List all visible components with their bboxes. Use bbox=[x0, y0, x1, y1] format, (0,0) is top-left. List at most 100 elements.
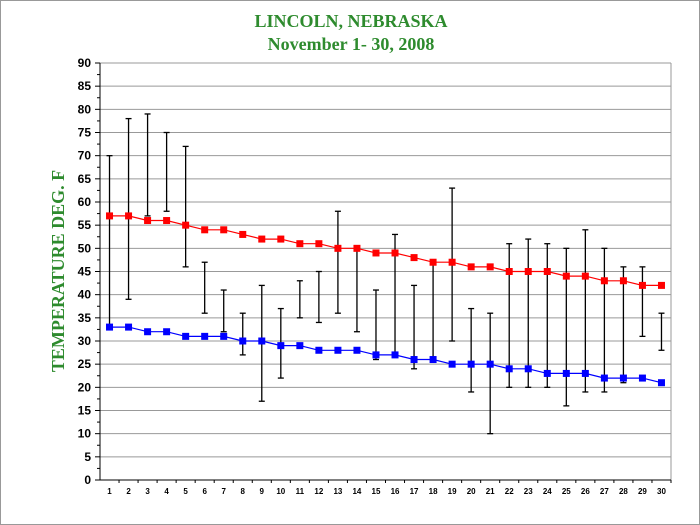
series-0-point-day-26 bbox=[581, 272, 589, 280]
series-1-point-day-1 bbox=[106, 323, 114, 331]
x-tick-label-2: 2 bbox=[126, 487, 131, 496]
y-tick-label-35: 35 bbox=[78, 311, 92, 325]
series-0-point-day-27 bbox=[600, 277, 608, 285]
x-tick-label-29: 29 bbox=[638, 487, 647, 496]
series-1-point-day-8 bbox=[239, 337, 247, 345]
x-tick-label-18: 18 bbox=[429, 487, 438, 496]
series-1-point-day-13 bbox=[334, 346, 342, 354]
x-tick-label-19: 19 bbox=[448, 487, 457, 496]
series-0-point-day-28 bbox=[619, 277, 627, 285]
series-0-point-day-2 bbox=[125, 212, 133, 220]
series-0-point-day-12 bbox=[315, 240, 323, 248]
x-tick-label-5: 5 bbox=[183, 487, 188, 496]
series-0-point-day-29 bbox=[638, 281, 646, 289]
y-tick-label-45: 45 bbox=[78, 265, 92, 279]
x-tick-label-30: 30 bbox=[657, 487, 666, 496]
series-1-point-day-6 bbox=[201, 332, 209, 340]
x-tick-label-25: 25 bbox=[562, 487, 571, 496]
series-1-point-day-15 bbox=[372, 351, 380, 359]
series-0-point-day-30 bbox=[657, 281, 665, 289]
series-1-point-day-29 bbox=[638, 374, 646, 382]
x-tick-label-15: 15 bbox=[372, 487, 381, 496]
series-lines bbox=[109, 215, 662, 384]
y-tick-label-15: 15 bbox=[78, 404, 92, 418]
series-0-point-day-18 bbox=[429, 258, 437, 266]
x-tick-label-9: 9 bbox=[260, 487, 265, 496]
x-tick-label-26: 26 bbox=[581, 487, 590, 496]
series-1-point-day-25 bbox=[562, 369, 570, 377]
series-1-point-day-7 bbox=[220, 332, 228, 340]
series-0-point-day-19 bbox=[448, 258, 456, 266]
series-0-point-day-17 bbox=[410, 254, 418, 262]
series-line-1 bbox=[109, 326, 662, 384]
series-0-point-day-15 bbox=[372, 249, 380, 257]
series-0-point-day-22 bbox=[505, 268, 513, 275]
daily-range-bars bbox=[106, 113, 665, 435]
series-0-point-day-5 bbox=[182, 221, 190, 229]
series-1-point-day-11 bbox=[296, 342, 304, 350]
y-tick-label-90: 90 bbox=[78, 56, 92, 70]
x-tick-label-22: 22 bbox=[505, 487, 514, 496]
series-1-point-day-3 bbox=[144, 328, 152, 336]
series-line-0 bbox=[109, 215, 662, 286]
series-0-point-day-14 bbox=[353, 244, 361, 252]
series-0-point-day-4 bbox=[163, 217, 171, 225]
y-tick-label-65: 65 bbox=[78, 172, 92, 186]
series-1-point-day-26 bbox=[581, 369, 589, 377]
y-tick-label-20: 20 bbox=[78, 380, 92, 394]
y-axis-label: TEMPERATURE DEG. F bbox=[48, 170, 68, 372]
series-1-point-day-12 bbox=[315, 346, 323, 354]
series-1-point-day-22 bbox=[505, 365, 513, 373]
x-tick-label-16: 16 bbox=[391, 487, 400, 496]
y-tick-label-80: 80 bbox=[78, 102, 92, 116]
series-1-point-day-23 bbox=[524, 365, 532, 373]
grid-lines bbox=[100, 62, 672, 480]
x-tick-label-7: 7 bbox=[221, 487, 226, 496]
x-tick-label-24: 24 bbox=[543, 487, 552, 496]
series-0-point-day-7 bbox=[220, 226, 228, 234]
x-tick-label-28: 28 bbox=[619, 487, 628, 496]
series-0-point-day-21 bbox=[486, 263, 494, 271]
y-tick-label-30: 30 bbox=[78, 334, 92, 348]
y-tick-label-85: 85 bbox=[78, 79, 92, 93]
series-markers bbox=[106, 212, 665, 387]
series-0-point-day-13 bbox=[334, 244, 342, 252]
series-1-point-day-10 bbox=[277, 342, 285, 350]
x-tick-label-14: 14 bbox=[352, 487, 361, 496]
y-tick-label-0: 0 bbox=[84, 473, 91, 487]
y-tick-label-50: 50 bbox=[78, 241, 92, 255]
y-tick-labels: 0 5 10 15 20 25 30 35 40 45 50 55 60 65 70 75 80 85 90 bbox=[78, 56, 92, 487]
y-tick-label-5: 5 bbox=[84, 450, 91, 464]
series-1-point-day-18 bbox=[429, 356, 437, 364]
x-tick-label-23: 23 bbox=[524, 487, 533, 496]
x-tick-label-3: 3 bbox=[145, 487, 150, 496]
series-1-point-day-21 bbox=[486, 360, 494, 368]
y-tick-label-10: 10 bbox=[78, 427, 92, 441]
y-tick-label-70: 70 bbox=[78, 149, 92, 163]
series-1-point-day-20 bbox=[467, 360, 475, 368]
series-0-point-day-23 bbox=[524, 268, 532, 275]
y-tick-label-75: 75 bbox=[78, 126, 92, 140]
x-tick-label-1: 1 bbox=[107, 487, 112, 496]
y-tick-label-25: 25 bbox=[78, 357, 92, 371]
series-1-point-day-9 bbox=[258, 337, 266, 345]
series-0-point-day-20 bbox=[467, 263, 475, 271]
series-0-point-day-16 bbox=[391, 249, 399, 257]
x-tick-label-20: 20 bbox=[467, 487, 476, 496]
series-0-point-day-11 bbox=[296, 240, 304, 248]
x-tick-label-11: 11 bbox=[296, 487, 305, 496]
series-0-point-day-10 bbox=[277, 235, 285, 243]
x-tick-labels: 1 2 3 4 5 6 7 8 9 10 11 12 13 14 15 16 17 18 19 20 21 22 23 24 2… bbox=[107, 487, 666, 496]
y-tick-label-55: 55 bbox=[78, 218, 92, 232]
series-0-point-day-24 bbox=[543, 268, 551, 275]
chart-subtitle: November 1- 30, 2008 bbox=[268, 34, 435, 54]
series-1-point-day-2 bbox=[125, 323, 133, 331]
series-1-point-day-30 bbox=[657, 379, 665, 387]
series-0-point-day-3 bbox=[144, 217, 152, 225]
x-tick-label-10: 10 bbox=[276, 487, 285, 496]
series-1-point-day-4 bbox=[163, 328, 171, 336]
series-1-point-day-16 bbox=[391, 351, 399, 359]
series-1-point-day-27 bbox=[600, 374, 608, 382]
series-1-point-day-19 bbox=[448, 360, 456, 368]
x-tick-label-4: 4 bbox=[164, 487, 169, 496]
